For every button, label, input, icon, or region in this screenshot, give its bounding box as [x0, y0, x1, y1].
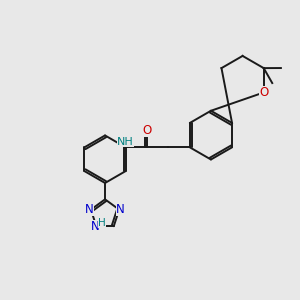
Text: O: O: [259, 86, 268, 99]
Text: N: N: [116, 203, 125, 216]
Text: NH: NH: [117, 137, 134, 147]
Text: O: O: [142, 124, 152, 136]
Text: N: N: [91, 220, 100, 233]
Text: H: H: [98, 218, 106, 228]
Text: N: N: [85, 203, 94, 216]
